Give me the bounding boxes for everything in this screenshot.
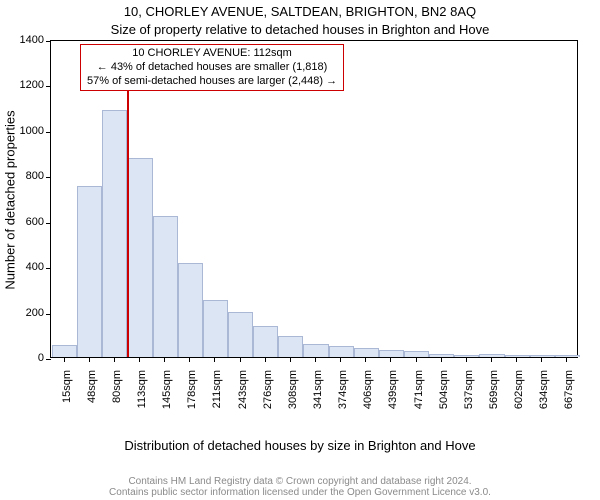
ytick bbox=[46, 132, 51, 133]
xtick-label: 537sqm bbox=[463, 370, 475, 409]
histogram-bar bbox=[52, 345, 77, 357]
x-axis-label: Distribution of detached houses by size … bbox=[0, 438, 600, 453]
histogram-bar bbox=[228, 312, 253, 357]
annotation-box: 10 CHORLEY AVENUE: 112sqm ← 43% of detac… bbox=[80, 44, 344, 91]
xtick-label: 113sqm bbox=[136, 370, 148, 408]
property-marker-line bbox=[127, 62, 129, 357]
xtick bbox=[466, 357, 467, 362]
xtick-label: 504sqm bbox=[438, 370, 450, 409]
copyright: Contains HM Land Registry data © Crown c… bbox=[0, 476, 600, 498]
xtick bbox=[566, 357, 567, 362]
y-axis-label: Number of detached properties bbox=[3, 110, 18, 289]
histogram-bar bbox=[278, 336, 303, 357]
xtick-label: 667sqm bbox=[563, 370, 575, 409]
page-root: 10, CHORLEY AVENUE, SALTDEAN, BRIGHTON, … bbox=[0, 0, 600, 500]
xtick bbox=[89, 357, 90, 362]
histogram-bar bbox=[127, 158, 152, 357]
xtick-label: 178sqm bbox=[186, 370, 198, 409]
xtick-label: 211sqm bbox=[211, 370, 223, 408]
xtick-label: 243sqm bbox=[237, 370, 249, 409]
xtick bbox=[491, 357, 492, 362]
xtick bbox=[290, 357, 291, 362]
xtick-label: 48sqm bbox=[86, 370, 98, 403]
page-title: 10, CHORLEY AVENUE, SALTDEAN, BRIGHTON, … bbox=[0, 4, 600, 19]
xtick-label: 406sqm bbox=[362, 370, 374, 409]
plot-wrap: 0200400600800100012001400 15sqm48sqm80sq… bbox=[50, 40, 578, 402]
xtick bbox=[139, 357, 140, 362]
xtick-label: 15sqm bbox=[61, 370, 73, 403]
ytick-label: 800 bbox=[26, 170, 44, 182]
histogram-bar bbox=[178, 263, 203, 357]
page-subtitle: Size of property relative to detached ho… bbox=[0, 22, 600, 37]
ytick bbox=[46, 268, 51, 269]
xtick-label: 145sqm bbox=[161, 370, 173, 409]
xtick bbox=[265, 357, 266, 362]
histogram-bar bbox=[530, 355, 555, 357]
histogram-bar bbox=[555, 355, 580, 357]
xtick bbox=[541, 357, 542, 362]
xtick bbox=[441, 357, 442, 362]
xtick-label: 439sqm bbox=[387, 370, 399, 409]
xtick bbox=[315, 357, 316, 362]
ytick bbox=[46, 314, 51, 315]
annotation-line1: 10 CHORLEY AVENUE: 112sqm bbox=[87, 47, 337, 61]
histogram-bar bbox=[429, 354, 454, 357]
ytick-label: 400 bbox=[26, 261, 44, 273]
ytick bbox=[46, 86, 51, 87]
xtick bbox=[240, 357, 241, 362]
ytick-label: 200 bbox=[26, 307, 44, 319]
histogram-bar bbox=[153, 216, 178, 357]
ytick bbox=[46, 223, 51, 224]
xtick-label: 602sqm bbox=[513, 370, 525, 409]
xtick bbox=[214, 357, 215, 362]
copyright-line1: Contains HM Land Registry data © Crown c… bbox=[0, 476, 600, 487]
histogram-bar bbox=[454, 355, 479, 357]
xtick-label: 569sqm bbox=[488, 370, 500, 409]
xtick-label: 471sqm bbox=[413, 370, 425, 409]
xtick bbox=[516, 357, 517, 362]
xtick-label: 341sqm bbox=[312, 370, 324, 409]
histogram-bar bbox=[253, 326, 278, 357]
ytick-label: 1000 bbox=[20, 125, 44, 137]
ytick-label: 1200 bbox=[20, 79, 44, 91]
copyright-line2: Contains public sector information licen… bbox=[0, 487, 600, 498]
ytick-label: 1400 bbox=[20, 34, 44, 46]
annotation-line2: ← 43% of detached houses are smaller (1,… bbox=[87, 61, 337, 75]
xtick bbox=[114, 357, 115, 362]
histogram-bar bbox=[379, 350, 404, 357]
histogram-bar bbox=[303, 344, 328, 357]
ytick-label: 0 bbox=[38, 352, 44, 364]
xtick-label: 308sqm bbox=[287, 370, 299, 409]
xtick bbox=[189, 357, 190, 362]
histogram-bar bbox=[102, 110, 127, 357]
histogram-bar bbox=[354, 348, 379, 357]
histogram-bar bbox=[203, 300, 228, 357]
xtick-label: 634sqm bbox=[538, 370, 550, 409]
histogram-bar bbox=[77, 186, 102, 357]
xtick bbox=[416, 357, 417, 362]
xtick bbox=[365, 357, 366, 362]
xtick-label: 80sqm bbox=[111, 370, 123, 403]
annotation-line3: 57% of semi-detached houses are larger (… bbox=[87, 75, 337, 89]
ytick-label: 600 bbox=[26, 216, 44, 228]
xtick-label: 276sqm bbox=[262, 370, 274, 409]
xtick-label: 374sqm bbox=[337, 370, 349, 409]
ytick bbox=[46, 41, 51, 42]
ytick bbox=[46, 359, 51, 360]
histogram-bar bbox=[404, 351, 429, 357]
xtick bbox=[390, 357, 391, 362]
xtick bbox=[64, 357, 65, 362]
xtick bbox=[164, 357, 165, 362]
xtick bbox=[340, 357, 341, 362]
histogram-bar bbox=[329, 346, 354, 357]
ytick bbox=[46, 177, 51, 178]
